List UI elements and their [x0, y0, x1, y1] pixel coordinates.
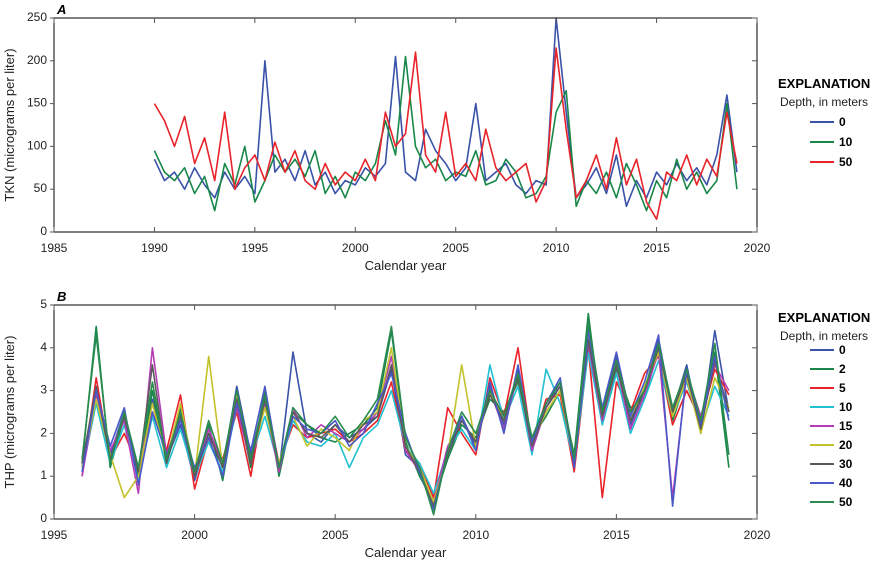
legend-item: 50 [810, 155, 853, 169]
plot-frame [53, 304, 758, 520]
y-tick-label: 50 [34, 181, 48, 195]
x-tick-label: 2010 [543, 241, 570, 255]
legend-label: 10 [839, 135, 853, 149]
plot-frame [53, 17, 758, 233]
series-line-10 [153, 55, 738, 212]
y-axis-title: TKN (micrograms per liter) [2, 48, 17, 201]
legend-label: 50 [839, 495, 853, 509]
legend-label: 0 [839, 115, 846, 129]
legend-item: 30 [810, 457, 853, 471]
x-tick-label: 1985 [41, 241, 68, 255]
legend-label: 40 [839, 476, 853, 490]
legend-item: 10 [810, 400, 853, 414]
legend-label: 50 [839, 155, 853, 169]
legend-label: 0 [839, 343, 846, 357]
legend-label: 20 [839, 438, 853, 452]
series-line-30 [81, 338, 730, 508]
legend-label: 30 [839, 457, 853, 471]
y-axis-title: THP (micrograms per liter) [2, 336, 17, 489]
y-tick-label: 5 [40, 297, 47, 311]
legend-title: EXPLANATION [778, 76, 870, 91]
series-line-50 [153, 47, 738, 220]
y-tick-label: 3 [40, 383, 47, 397]
legend-item: 5 [810, 381, 846, 395]
y-tick-label: 0 [40, 511, 47, 525]
panel-label: B [57, 289, 66, 304]
legend-label: 2 [839, 362, 846, 376]
x-tick-label: 2015 [643, 241, 670, 255]
legend-item: 20 [810, 438, 853, 452]
panel-label: A [56, 2, 66, 17]
legend-item: 0 [810, 115, 846, 129]
legend-item: 0 [810, 343, 846, 357]
legend-label: 15 [839, 419, 853, 433]
x-tick-label: 2000 [181, 528, 208, 542]
legend-item: 2 [810, 362, 846, 376]
y-tick-label: 250 [27, 10, 47, 24]
legend-label: 10 [839, 400, 853, 414]
x-tick-label: 2005 [322, 528, 349, 542]
legend-label: 5 [839, 381, 846, 395]
legend-item: 10 [810, 135, 853, 149]
x-tick-label: 2010 [462, 528, 489, 542]
legend-subtitle: Depth, in meters [780, 95, 868, 109]
legend-title: EXPLANATION [778, 310, 870, 325]
y-tick-label: 4 [40, 340, 47, 354]
y-tick-label: 0 [40, 224, 47, 238]
series-group [81, 312, 730, 516]
y-tick-label: 100 [27, 138, 47, 152]
x-axis-title: Calendar year [365, 545, 447, 560]
x-tick-label: 2015 [603, 528, 630, 542]
x-tick-label: 2020 [744, 528, 771, 542]
legend: EXPLANATION Depth, in meters 0 10 50 [778, 76, 870, 169]
series-group [153, 17, 738, 220]
y-tick-label: 150 [27, 96, 47, 110]
legend-item: 40 [810, 476, 853, 490]
legend-subtitle: Depth, in meters [780, 329, 868, 343]
legend-item: 15 [810, 419, 853, 433]
y-tick-label: 200 [27, 53, 47, 67]
x-tick-label: 2020 [744, 241, 771, 255]
x-tick-label: 1995 [41, 528, 68, 542]
legend-item: 50 [810, 495, 853, 509]
series-line-50 [81, 321, 730, 516]
y-tick-label: 2 [40, 425, 47, 439]
x-axis-title: Calendar year [365, 258, 447, 273]
x-tick-label: 2000 [342, 241, 369, 255]
x-tick-label: 1995 [242, 241, 269, 255]
y-tick-label: 1 [40, 468, 47, 482]
x-tick-label: 2005 [442, 241, 469, 255]
x-tick-label: 1990 [141, 241, 168, 255]
